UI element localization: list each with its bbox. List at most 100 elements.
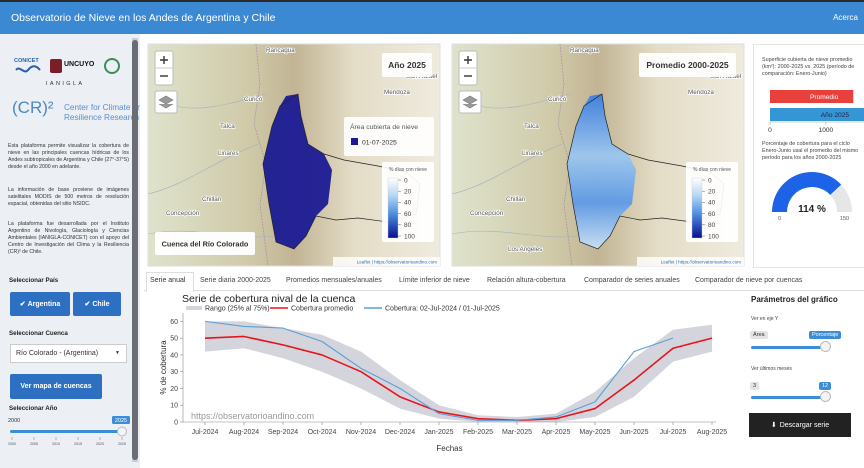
about-link[interactable]: Acerca [833,13,858,22]
gauge-value [772,172,842,212]
x-tick-label: Jul-2024 [192,429,219,436]
year-value-badge [112,416,130,424]
range-band [205,321,712,422]
series-line [204,335,713,422]
basin-select[interactable]: Río Colorado - (Argentina) ▼ [10,344,127,363]
axis-label: Ver en eje Y [751,316,779,322]
attribution-box [637,257,744,266]
tab[interactable]: Promedios mensuales/anuales [286,277,382,284]
gauge-title: Porcentaje de cobertura para el ciclo En… [762,141,859,161]
sidebar: CONICET UNCUYO IANIGLA (CR)² Center for … [0,34,140,468]
scale-tick-label: 80 [404,222,412,229]
scale-tick-label: 60 [708,211,716,218]
basin-label-box [155,232,255,255]
place-label: Rancagua [570,47,599,54]
basin-snow [567,94,636,249]
country-button[interactable]: ✔ Chile [73,292,121,316]
year-tick-label: 2010 [52,442,60,446]
year-tick-label: 2015 [74,442,82,446]
attribution: Leaflet | https://observatorioandino.com [357,260,438,265]
year-label: Seleccionar Año [9,405,58,412]
place-label: Curicó [548,96,567,103]
place-label: Linares [522,150,543,157]
country-button[interactable]: ✔ Argentina [10,292,70,316]
summary-charts: Promedio Año 2025 0 1000 114 % 0 150 [768,90,864,222]
scale-tick-label: 0 [708,177,712,184]
x-tick-label: Jun-2025 [619,429,648,436]
tab[interactable]: Serie diaria 2000-2025 [200,277,271,284]
maps: RancaguaSan RafaelCuricóMendozaTalcaLina… [147,43,745,267]
map-title: Año 2025 [388,60,426,70]
year-slider[interactable]: 2000 2025 2000 2005 2010 2015 2020 2025 [6,416,130,456]
download-button[interactable]: ⬇ Descargar serie [749,413,851,437]
x-tick-label: Aug-2025 [697,429,727,436]
x-tick-label: Jan-2025 [424,429,453,436]
y-tick-label: 40 [170,352,178,359]
tab[interactable]: Límite inferior de nieve [399,277,470,284]
tab[interactable]: Comparador de series anuales [584,277,680,284]
year-tick-label: 2000 [8,442,16,446]
map-title-box [382,53,432,77]
x-tick-label: Sep-2024 [268,429,298,436]
x-tick-label: May-2025 [579,429,610,436]
x-tick-label: Apr-2025 [542,429,571,436]
scale-tick-label: 20 [708,189,716,196]
scale-tick-label: 60 [404,211,412,218]
place-label: Linares [218,150,239,157]
area-bar [770,108,864,121]
basin-label: Seleccionar Cuenca [9,330,68,337]
year-handle[interactable] [117,426,127,437]
x-tick-label: Oct-2024 [308,429,337,436]
tab[interactable]: Relación altura-cobertura [487,277,566,284]
scale-bar [387,177,399,239]
y-tick-label: 60 [170,319,178,326]
logo-uncuyo-mark [50,59,62,73]
year-tick-label: 2025 [118,442,126,446]
active-tab-box [146,272,194,292]
layers-icon [158,95,174,109]
map[interactable]: RancaguaSan RafaelCuricóMendozaTalcaLina… [451,43,745,267]
place-label: Mendoza [688,89,714,96]
basin-value: Río Colorado - (Argentina) [16,350,99,357]
area-legend-title: Área cubierta de nieve [350,122,418,131]
zoom-in[interactable] [464,56,472,64]
tab[interactable]: Comparador de nieve por cuencas [695,277,803,284]
y-tick-label: 20 [170,386,178,393]
country-name: Argentina [27,300,61,308]
y-tick-label: 30 [170,369,178,376]
zoom-in[interactable] [160,56,168,64]
legend-swatch [186,306,202,310]
place-label: Talca [220,123,235,130]
boundary [253,43,269,267]
x-tick-label: Aug-2024 [229,429,259,436]
tab-active[interactable]: Serie anual [150,277,186,284]
gauge-tick-label: 150 [840,216,849,222]
logo-conicet-mark [15,65,41,73]
x-tick-label: Feb-2025 [463,429,493,436]
legend-label: Cobertura: 02-Jul-2024 / 01-Jul-2025 [385,306,500,313]
source-text: La información de base proviene de imáge… [8,187,129,207]
x-tick-label: Dec-2024 [385,429,415,436]
logo-conicet: CONICET [14,58,39,64]
header-bar: Observatorio de Nieve en los Andes de Ar… [0,0,864,34]
place-label: Chillan [202,196,222,203]
map[interactable]: RancaguaSan RafaelCuricóMendozaTalcaLina… [147,43,441,267]
axis-handle[interactable] [820,341,831,352]
summary-panel: Superficie cubierta de nieve promedio (k… [753,44,864,268]
attribution: Leaflet | https://observatorioandino.com [661,260,742,265]
scrollbar [132,38,138,462]
axis-option-selected[interactable]: Porcentaje [809,331,842,339]
basin-map-button[interactable]: Ver mapa de cuencas [10,374,102,399]
area-chart-title: Superficie cubierta de nieve promedio (k… [762,57,855,77]
year-tick-label: 2020 [96,442,104,446]
scale-tick-label: 0 [404,177,408,184]
intro-text: Esta plataforma permite visualizar la co… [8,143,129,170]
months-handle[interactable] [820,391,831,402]
place-label: Los Angeles [508,246,542,253]
x-tick-label: Mar-2025 [502,429,532,436]
scrollbar-thumb [132,40,138,460]
axis-option[interactable]: Área [750,331,768,339]
area-tick-label: 0 [768,127,772,134]
params-title: Parámetros del gráfico [751,295,838,304]
basin-snow [263,94,332,249]
